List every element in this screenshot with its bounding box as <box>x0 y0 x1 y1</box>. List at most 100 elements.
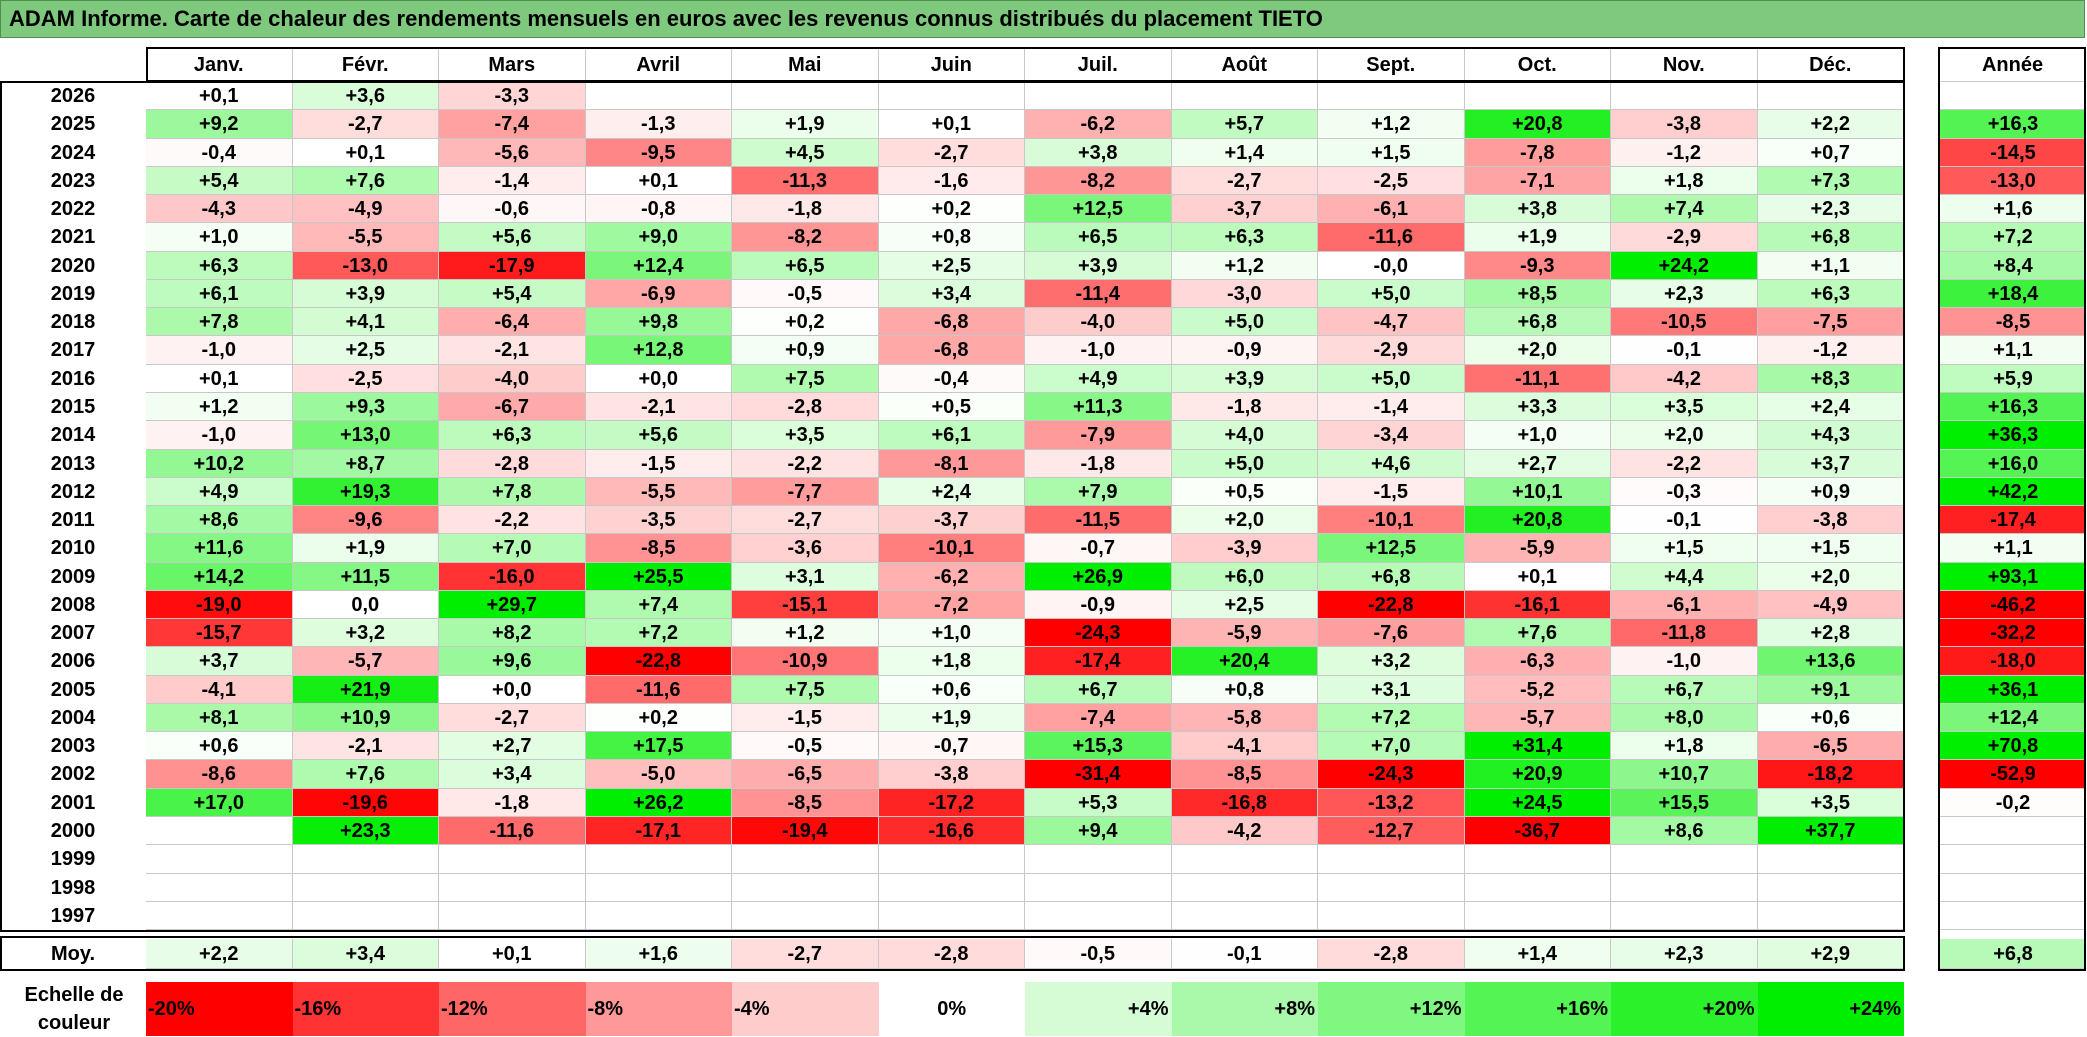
heatmap-cell: -2,7 <box>292 110 439 139</box>
heatmap-cell: +7,0 <box>439 534 586 563</box>
heatmap-cell <box>878 873 1025 902</box>
heatmap-cell: -19,4 <box>732 817 879 846</box>
heatmap-cell: +3,6 <box>292 82 439 111</box>
heatmap-cell <box>878 845 1025 874</box>
heatmap-cell: +0,1 <box>146 82 293 111</box>
heatmap-cell: -1,5 <box>732 703 879 733</box>
heatmap-cell: +0,6 <box>1757 703 1904 733</box>
heatmap-cell: +8,6 <box>1611 817 1758 846</box>
heatmap-cell: +10,2 <box>146 449 293 478</box>
heatmap-cell: -5,0 <box>585 760 732 789</box>
heatmap-cell: -1,8 <box>1171 392 1318 422</box>
heatmap-cell: +3,3 <box>1464 392 1611 422</box>
heatmap-cell <box>1464 873 1611 902</box>
heatmap-cell: -11,6 <box>439 817 586 846</box>
heatmap-cell <box>1025 845 1172 874</box>
heatmap-cell: -2,1 <box>292 732 439 761</box>
average-cell: +3,4 <box>292 939 439 969</box>
average-cell: +1,4 <box>1464 939 1611 969</box>
heatmap-cell: -2,8 <box>439 449 586 478</box>
heatmap-cell: +8,2 <box>439 619 586 648</box>
heatmap-cell: -7,1 <box>1464 166 1611 196</box>
heatmap-cell: -6,8 <box>878 336 1025 365</box>
heatmap-cell: +20,8 <box>1464 506 1611 535</box>
heatmap-cell: +2,3 <box>1757 195 1904 224</box>
heatmap-cell: +0,2 <box>732 308 879 337</box>
heatmap-cell: +7,6 <box>292 166 439 196</box>
heatmap-cell: +4,4 <box>1611 562 1758 591</box>
heatmap-cell: +1,8 <box>1611 732 1758 761</box>
heatmap-cell: +12,4 <box>585 251 732 280</box>
heatmap-cell: -12,7 <box>1318 817 1465 846</box>
heatmap-cell: +6,8 <box>1464 308 1611 337</box>
heatmap-cell: +1,2 <box>732 619 879 648</box>
heatmap-cell <box>1025 82 1172 111</box>
year-label: 2012 <box>50 480 96 503</box>
heatmap-cell: +19,3 <box>292 477 439 507</box>
heatmap-cell: -24,3 <box>1025 619 1172 648</box>
heatmap-cell: -5,2 <box>1464 675 1611 704</box>
heatmap-cell: -9,3 <box>1464 251 1611 280</box>
heatmap-cell: -11,4 <box>1025 279 1172 309</box>
heatmap-cell: +9,6 <box>439 647 586 676</box>
average-cell: -0,1 <box>1171 939 1318 969</box>
heatmap-cell: +9,2 <box>146 110 293 139</box>
heatmap-cell: +8,1 <box>146 703 293 733</box>
heatmap-cell: -2,2 <box>439 506 586 535</box>
heatmap-cell: +1,5 <box>1757 534 1904 563</box>
heatmap-cell: -6,8 <box>878 308 1025 337</box>
heatmap-cell: -1,8 <box>1025 449 1172 478</box>
heatmap-cell: +6,3 <box>439 421 586 450</box>
annual-cell: +16,0 <box>1940 449 2086 478</box>
month-header: Déc. <box>1757 49 1904 82</box>
heatmap-cell: +6,5 <box>1025 223 1172 252</box>
heatmap-cell: +26,9 <box>1025 562 1172 591</box>
color-scale-step: +20% <box>1611 982 1758 1036</box>
heatmap-cell: -3,9 <box>1171 534 1318 563</box>
heatmap-cell: -0,9 <box>1171 336 1318 365</box>
heatmap-cell: +5,4 <box>439 279 586 309</box>
heatmap-cell <box>439 901 586 931</box>
heatmap-cell: -0,5 <box>732 279 879 309</box>
annual-cell <box>1940 82 2086 111</box>
heatmap-cell: -17,1 <box>585 817 732 846</box>
heatmap-cell <box>1757 845 1904 874</box>
heatmap-cell: +1,9 <box>732 110 879 139</box>
annual-cell: -0,2 <box>1940 788 2086 818</box>
heatmap-cell: +3,8 <box>1025 138 1172 167</box>
heatmap-cell: +8,7 <box>292 449 439 478</box>
heatmap-cell: +4,1 <box>292 308 439 337</box>
heatmap-cell: +10,7 <box>1611 760 1758 789</box>
heatmap-cell: -10,5 <box>1611 308 1758 337</box>
heatmap-cell <box>1025 873 1172 902</box>
heatmap-cell: +5,6 <box>585 421 732 450</box>
heatmap-cell: -15,7 <box>146 619 293 648</box>
year-label: 2006 <box>50 650 96 673</box>
heatmap-cell: +17,5 <box>585 732 732 761</box>
heatmap-cell <box>1464 901 1611 931</box>
average-cell: +2,3 <box>1611 939 1758 969</box>
annual-cell: -32,2 <box>1940 619 2086 648</box>
heatmap-cell: +11,6 <box>146 534 293 563</box>
heatmap-cell: +6,1 <box>146 279 293 309</box>
heatmap-cell: -6,4 <box>439 308 586 337</box>
heatmap-cell <box>1611 845 1758 874</box>
heatmap-cell: -4,0 <box>1025 308 1172 337</box>
heatmap-cell: +3,5 <box>1611 392 1758 422</box>
heatmap-cell <box>146 845 293 874</box>
heatmap-cell: +8,5 <box>1464 279 1611 309</box>
heatmap-cell: -3,7 <box>1171 195 1318 224</box>
heatmap-cell: +3,1 <box>1318 675 1465 704</box>
heatmap-cell: -1,2 <box>1611 138 1758 167</box>
heatmap-cell: +0,0 <box>439 675 586 704</box>
heatmap-cell: -7,4 <box>439 110 586 139</box>
heatmap-cell: -5,6 <box>439 138 586 167</box>
heatmap-cell: +10,1 <box>1464 477 1611 507</box>
heatmap-cell: +5,6 <box>439 223 586 252</box>
color-scale-step: -8% <box>585 982 732 1036</box>
heatmap-cell: +9,3 <box>292 392 439 422</box>
annual-cell: -14,5 <box>1940 138 2086 167</box>
annual-cell: +93,1 <box>1940 562 2086 591</box>
heatmap-cell: +9,8 <box>585 308 732 337</box>
heatmap-cell: +2,0 <box>1757 562 1904 591</box>
